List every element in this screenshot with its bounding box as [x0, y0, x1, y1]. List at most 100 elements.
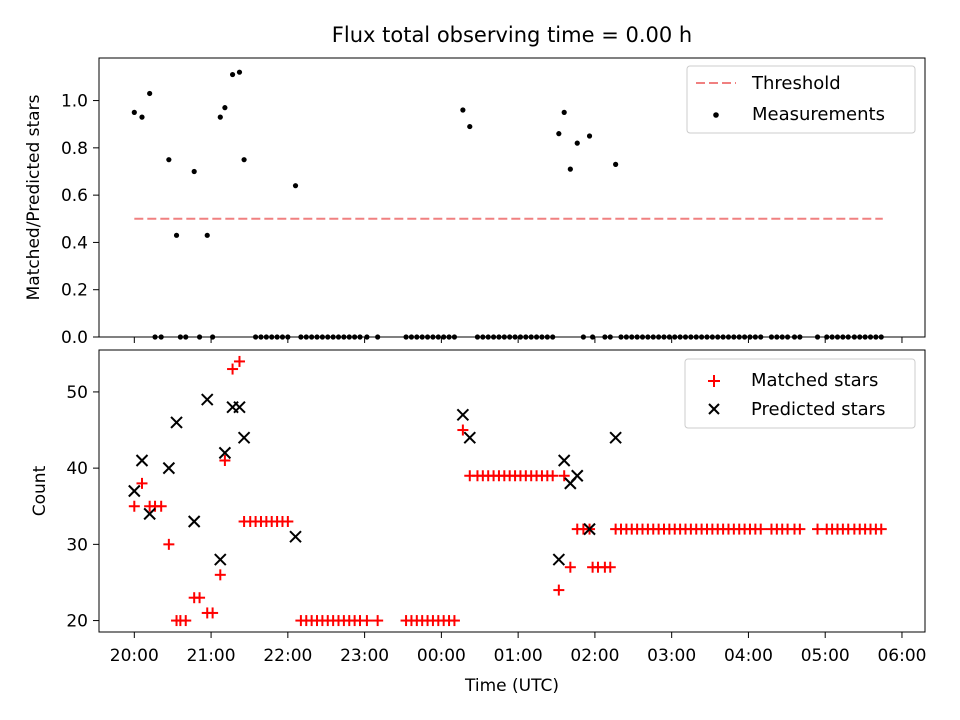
top-legend: Threshold Measurements	[686, 65, 916, 134]
bottom-x-tick-label: 01:00	[494, 646, 543, 666]
top-y-label: Matched/Predicted stars	[24, 94, 44, 300]
predicted-star-marker	[201, 393, 214, 406]
bottom-x-tick-label: 02:00	[570, 646, 619, 666]
matched-star-marker	[207, 607, 219, 619]
predicted-star-marker	[135, 454, 149, 467]
bottom-x-tick-label: 00:00	[417, 646, 466, 666]
bottom-y-tick-label: 20	[66, 612, 88, 632]
bottom-x-tick-label: 05:00	[801, 646, 850, 666]
predicted-star-marker	[162, 461, 176, 475]
matched-star-marker	[448, 615, 460, 627]
matched-star-marker	[155, 500, 167, 512]
bottom-x-tick-label: 22:00	[263, 646, 312, 666]
measurement-point	[173, 232, 180, 238]
matched-star-marker	[128, 500, 140, 512]
matched-star-marker	[180, 615, 192, 627]
legend-predicted-swatch	[708, 403, 720, 415]
legend-measurements-swatch	[713, 112, 719, 118]
matched-star-marker	[219, 455, 231, 467]
legend-predicted-label: Predicted stars	[751, 399, 885, 420]
bottom-y-label: Count	[30, 465, 50, 516]
bottom-x-tick-label: 03:00	[647, 646, 696, 666]
measurement-point	[191, 168, 197, 175]
bottom-x-tick-label: 23:00	[340, 646, 389, 666]
predicted-star-marker	[233, 400, 246, 414]
legend-matched-swatch	[708, 375, 720, 387]
predicted-marker-b	[609, 431, 622, 444]
top-y-tick-label: 0.8	[61, 139, 88, 159]
chart-title: Flux total observing time = 0.00 h	[332, 23, 692, 47]
predicted-marker-b	[233, 400, 246, 414]
predicted-star-marker	[289, 530, 302, 543]
matched-star-marker	[227, 363, 239, 375]
top-x-ticks	[133, 337, 903, 343]
top-y-ticks: 0.0 0.2 0.4 0.6 0.8 1.0	[61, 92, 99, 348]
measurement-point	[139, 114, 145, 120]
bottom-panel: 20 30 40 50 20:00 21:00 22:00 23:00 00:00 01:00 0…	[30, 349, 926, 696]
matched-star-marker	[282, 515, 294, 527]
predicted-marker-b	[214, 553, 227, 566]
legend-measurements-label: Measurements	[752, 104, 885, 125]
top-legend-box	[686, 65, 916, 134]
predicted-star-marker	[128, 484, 141, 498]
bottom-x-tick-label: 06:00	[877, 646, 926, 666]
predicted-marker-b	[456, 408, 470, 421]
predicted-marker-b	[135, 454, 149, 467]
predicted-marker-b	[128, 484, 141, 498]
matched-star-marker	[558, 470, 570, 482]
predicted-marker-b	[143, 507, 156, 521]
predicted-marker-b	[583, 522, 596, 536]
bottom-y-tick-label: 30	[66, 535, 88, 555]
measurement-point	[613, 161, 619, 167]
matched-stars-series	[128, 355, 887, 627]
predicted-star-marker	[143, 507, 156, 521]
predicted-marker-b	[289, 530, 302, 543]
bottom-x-tick-label: 21:00	[187, 646, 236, 666]
matched-star-marker	[604, 561, 616, 573]
matched-star-marker	[194, 592, 206, 604]
predicted-marker-b	[571, 469, 584, 482]
measurement-point	[166, 157, 172, 163]
measurement-point	[222, 105, 228, 111]
predicted-marker-b	[463, 431, 476, 444]
measurement-point	[567, 166, 573, 172]
top-y-tick-label: 0.4	[61, 233, 88, 253]
matched-star-marker	[136, 477, 148, 489]
bottom-y-tick-label: 50	[66, 383, 88, 403]
measurement-point	[467, 123, 473, 130]
predicted-star-marker	[214, 553, 227, 566]
measurement-point	[460, 107, 466, 113]
matched-star-marker	[457, 424, 469, 436]
predicted-star-marker	[583, 522, 596, 536]
top-y-tick-label: 1.0	[61, 92, 88, 112]
predicted-marker-b	[162, 461, 176, 475]
predicted-star-marker	[463, 431, 476, 444]
measurement-point	[236, 69, 243, 75]
matched-star-marker	[233, 355, 245, 367]
measurement-point	[556, 131, 562, 137]
bottom-x-ticks: 20:00 21:00 22:00 23:00 00:00 01:00 02:00 03:00…	[110, 632, 926, 666]
predicted-marker-b	[218, 446, 232, 460]
predicted-marker-b	[557, 454, 571, 467]
predicted-star-marker	[237, 431, 251, 444]
predicted-star-marker	[187, 515, 201, 528]
measurement-point	[204, 232, 210, 238]
matched-star-marker	[372, 615, 384, 627]
predicted-star-marker	[552, 553, 566, 566]
predicted-marker-b	[201, 393, 214, 406]
bottom-legend-box	[684, 358, 916, 429]
bottom-legend: Matched stars Predicted stars	[684, 358, 916, 429]
predicted-star-marker	[456, 408, 470, 421]
measurement-point	[292, 183, 299, 189]
bottom-y-tick-label: 40	[66, 459, 88, 479]
predicted-star-marker	[557, 454, 571, 467]
predicted-marker-b	[170, 416, 183, 429]
predicted-star-marker	[571, 469, 584, 482]
measurement-point	[229, 71, 236, 78]
predicted-stars-series	[128, 393, 622, 566]
x-axis-label: Time (UTC)	[464, 676, 559, 696]
top-y-tick-label: 0.6	[61, 186, 88, 206]
measurement-point	[241, 157, 247, 163]
matched-star-marker	[755, 523, 767, 535]
